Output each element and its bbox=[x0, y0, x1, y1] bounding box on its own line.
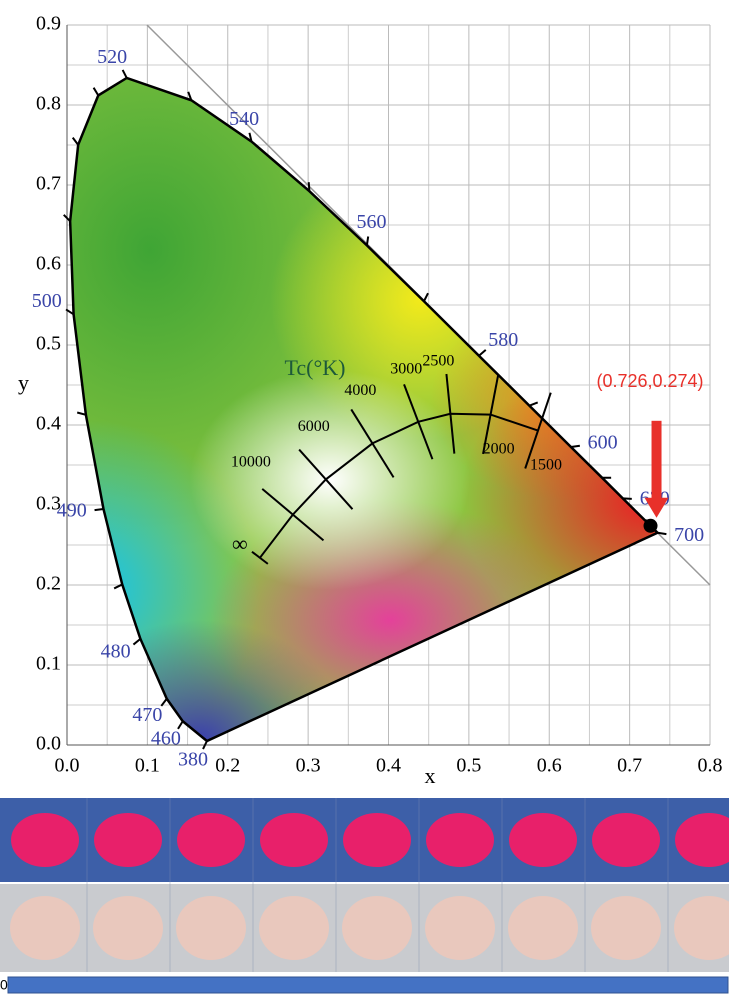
wavelength-label: 520 bbox=[97, 46, 127, 68]
locus-tick bbox=[367, 236, 368, 245]
locus-tick bbox=[95, 509, 104, 510]
white-powder bbox=[93, 896, 163, 960]
arrow-shaft bbox=[652, 421, 662, 501]
temperature-label: 3000 bbox=[390, 360, 422, 377]
x-tick-label: 0.6 bbox=[537, 755, 562, 777]
x-tick-label: 0.2 bbox=[215, 755, 240, 777]
temperature-label: 2000 bbox=[483, 440, 515, 457]
scale-bar-label: 0 bbox=[0, 977, 8, 993]
y-tick-label: 0.7 bbox=[36, 173, 61, 195]
wavelength-label: 470 bbox=[132, 704, 162, 726]
temperature-label: 2500 bbox=[422, 352, 454, 369]
red-powder bbox=[11, 813, 79, 867]
white-powder bbox=[425, 896, 495, 960]
wavelength-label: 580 bbox=[488, 329, 518, 351]
locus-tick bbox=[623, 498, 632, 499]
white-powder bbox=[176, 896, 246, 960]
wavelength-label: 540 bbox=[229, 108, 259, 130]
red-powder bbox=[509, 813, 577, 867]
temperature-label: 4000 bbox=[344, 382, 376, 399]
locus-tick bbox=[309, 182, 310, 191]
locus-tick bbox=[94, 88, 99, 96]
y-tick-label: 0.0 bbox=[36, 733, 61, 755]
locus-tick bbox=[479, 350, 486, 356]
y-tick-label: 0.1 bbox=[36, 653, 61, 675]
locus-tick bbox=[73, 138, 78, 145]
wavelength-label: 560 bbox=[357, 211, 387, 233]
y-tick-label: 0.5 bbox=[36, 333, 61, 355]
red-powder bbox=[260, 813, 328, 867]
x-tick-label: 0.3 bbox=[296, 755, 321, 777]
wavelength-label: 700 bbox=[674, 524, 704, 546]
white-powder bbox=[591, 896, 661, 960]
photos bbox=[0, 798, 729, 972]
planckian-title: Tc(°K) bbox=[284, 355, 345, 380]
red-powder bbox=[94, 813, 162, 867]
red-powder bbox=[177, 813, 245, 867]
wavelength-label: 480 bbox=[101, 640, 131, 662]
locus-tick bbox=[123, 70, 127, 78]
x-axis-label: x bbox=[425, 763, 436, 788]
wavelength-label: 500 bbox=[32, 290, 62, 312]
locus-tick bbox=[571, 446, 580, 447]
temperature-label: 6000 bbox=[298, 418, 330, 435]
locus-tick bbox=[658, 533, 667, 534]
x-tick-label: 0.8 bbox=[698, 755, 723, 777]
white-powder bbox=[508, 896, 578, 960]
point-label: (0.726,0.274) bbox=[596, 371, 703, 391]
x-tick-label: 0.7 bbox=[617, 755, 642, 777]
temperature-label: 1500 bbox=[530, 456, 562, 473]
white-zone bbox=[190, 370, 470, 590]
wavelength-label: 460 bbox=[151, 728, 181, 750]
y-axis-label: y bbox=[18, 370, 29, 395]
red-powder bbox=[426, 813, 494, 867]
locus-tick bbox=[133, 639, 140, 645]
white-powder bbox=[10, 896, 80, 960]
x-tick-label: 0.5 bbox=[456, 755, 481, 777]
scale-bar bbox=[8, 977, 728, 993]
wavelength-label: 490 bbox=[57, 499, 87, 521]
red-powder bbox=[343, 813, 411, 867]
locus-tick bbox=[424, 293, 428, 301]
white-powder bbox=[342, 896, 412, 960]
y-tick-label: 0.6 bbox=[36, 253, 61, 275]
locus-tick bbox=[529, 402, 537, 405]
y-tick-label: 0.8 bbox=[36, 93, 61, 115]
temperature-label: ∞ bbox=[232, 531, 248, 556]
y-tick-label: 0.3 bbox=[36, 493, 61, 515]
y-tick-label: 0.4 bbox=[36, 413, 61, 435]
y-tick-label: 0.2 bbox=[36, 573, 61, 595]
red-powder bbox=[592, 813, 660, 867]
x-tick-label: 0.1 bbox=[135, 755, 160, 777]
white-powder bbox=[259, 896, 329, 960]
x-tick-label: 0.4 bbox=[376, 755, 401, 777]
y-tick-label: 0.9 bbox=[36, 13, 61, 35]
temperature-label: 10000 bbox=[231, 453, 271, 470]
data-point bbox=[644, 519, 658, 533]
x-tick-label: 0.0 bbox=[55, 755, 80, 777]
wavelength-label: 600 bbox=[588, 431, 618, 453]
wavelength-label: 380 bbox=[178, 748, 208, 770]
